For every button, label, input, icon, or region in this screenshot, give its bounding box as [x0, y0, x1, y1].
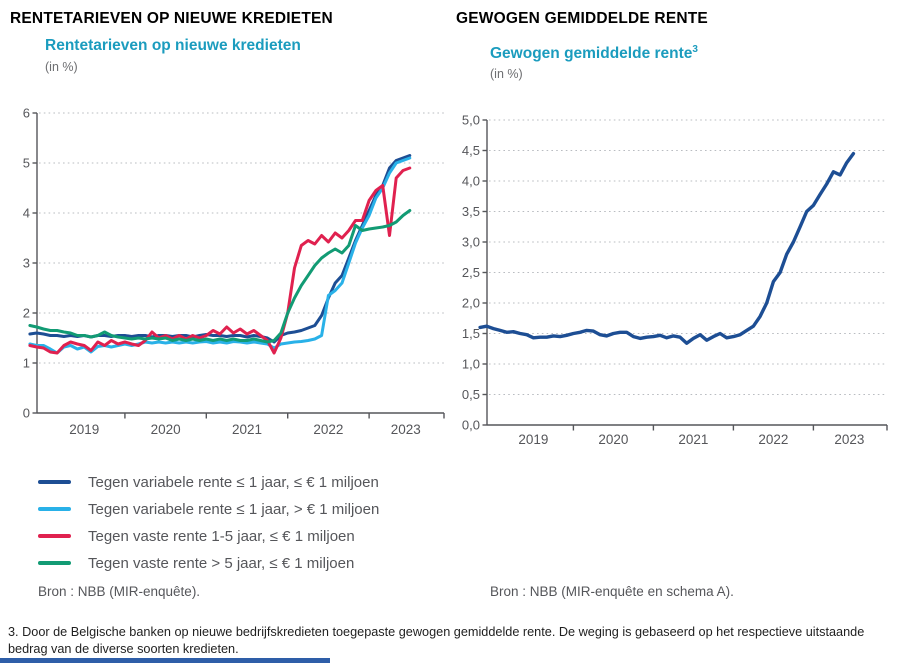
x-axis-label: 2021: [678, 432, 708, 447]
y-axis-label: 3: [23, 256, 30, 271]
legend-line-swatch-cyan: [38, 506, 71, 512]
legend-row: Tegen variabele rente ≤ 1 jaar, ≤ € 1 mi…: [38, 473, 379, 491]
legend-label: Tegen variabele rente ≤ 1 jaar, ≤ € 1 mi…: [88, 473, 379, 491]
left-chart-unit-label: (in %): [45, 60, 78, 74]
x-axis-label: 2023: [391, 422, 421, 437]
left-chart-heading: RENTETARIEVEN OP NIEUWE KREDIETEN: [10, 10, 333, 27]
x-axis-label: 2023: [834, 432, 864, 447]
legend-line-swatch-green: [38, 560, 71, 566]
series-line-vaste-gt5jaar-lte1mln: [28, 209, 412, 344]
series-line-vaste-1-5jaar-lte1mln: [28, 166, 412, 355]
right-chart-source: Bron : NBB (MIR-enquête en schema A).: [490, 584, 734, 599]
footnote-text: 3. Door de Belgische banken op nieuwe be…: [8, 625, 865, 656]
y-axis-label: 1: [23, 356, 30, 371]
legend-label: Tegen vaste rente > 5 jaar, ≤ € 1 miljoe…: [88, 554, 355, 572]
y-axis-label: 5,0: [462, 113, 480, 128]
legend-label: Tegen vaste rente 1-5 jaar, ≤ € 1 miljoe…: [88, 527, 355, 545]
y-axis-label: 0: [23, 406, 30, 421]
x-axis-label: 2020: [151, 422, 181, 437]
y-axis-label: 0,0: [462, 418, 480, 433]
y-axis-label: 0,5: [462, 387, 480, 402]
x-axis-label: 2019: [69, 422, 99, 437]
x-axis-label: 2020: [598, 432, 628, 447]
x-axis-label: 2022: [758, 432, 788, 447]
y-axis-label: 2,5: [462, 265, 480, 280]
y-axis-label: 4,5: [462, 143, 480, 158]
legend-row: Tegen vaste rente > 5 jaar, ≤ € 1 miljoe…: [38, 554, 379, 572]
legend-label: Tegen variabele rente ≤ 1 jaar, > € 1 mi…: [88, 500, 380, 518]
footnote-marker: 3: [692, 44, 698, 55]
y-axis-label: 3,5: [462, 204, 480, 219]
legend-row: Tegen variabele rente ≤ 1 jaar, > € 1 mi…: [38, 500, 379, 518]
left-chart-legend: Tegen variabele rente ≤ 1 jaar, ≤ € 1 mi…: [38, 473, 379, 572]
y-axis-label: 1,0: [462, 357, 480, 372]
y-axis-label: 2: [23, 306, 30, 321]
y-axis-label: 4,0: [462, 174, 480, 189]
right-chart-unit-label: (in %): [490, 67, 523, 81]
legend-line-swatch-navy: [38, 479, 71, 485]
y-axis-label: 2,0: [462, 296, 480, 311]
right-chart-heading: GEWOGEN GEMIDDELDE RENTE: [456, 10, 708, 27]
y-axis-label: 3,0: [462, 235, 480, 250]
right-chart-subtitle: Gewogen gemiddelde rente3: [490, 44, 698, 63]
x-axis-label: 2021: [232, 422, 262, 437]
left-chart: 0 1 2 3 4 5 6 2019 2020 2021 2022 2023: [23, 106, 445, 437]
legend-row: Tegen vaste rente 1-5 jaar, ≤ € 1 miljoe…: [38, 527, 379, 545]
left-chart-subtitle: Rentetarieven op nieuwe kredieten: [45, 37, 301, 54]
bottom-blue-rule: [0, 658, 330, 663]
right-chart-subtitle-text: Gewogen gemiddelde rente: [490, 45, 693, 63]
left-chart-source: Bron : NBB (MIR-enquête).: [38, 584, 201, 599]
series-line-variabele-lte1jaar-gt1mln: [28, 156, 412, 355]
y-axis-label: 4: [23, 206, 30, 221]
x-axis-label: 2019: [518, 432, 548, 447]
legend-line-swatch-red: [38, 533, 71, 539]
y-axis-label: 1,5: [462, 326, 480, 341]
y-axis-label: 5: [23, 156, 30, 171]
x-axis-label: 2022: [313, 422, 343, 437]
right-chart: 0,0 0,5 1,0 1,5 2,0 2,5 3,0 3,5 4,0 4,5 5,0 2019 202…: [462, 113, 888, 447]
series-line-gewogen-gemiddelde-rente: [478, 151, 856, 346]
y-axis-label: 6: [23, 106, 30, 121]
